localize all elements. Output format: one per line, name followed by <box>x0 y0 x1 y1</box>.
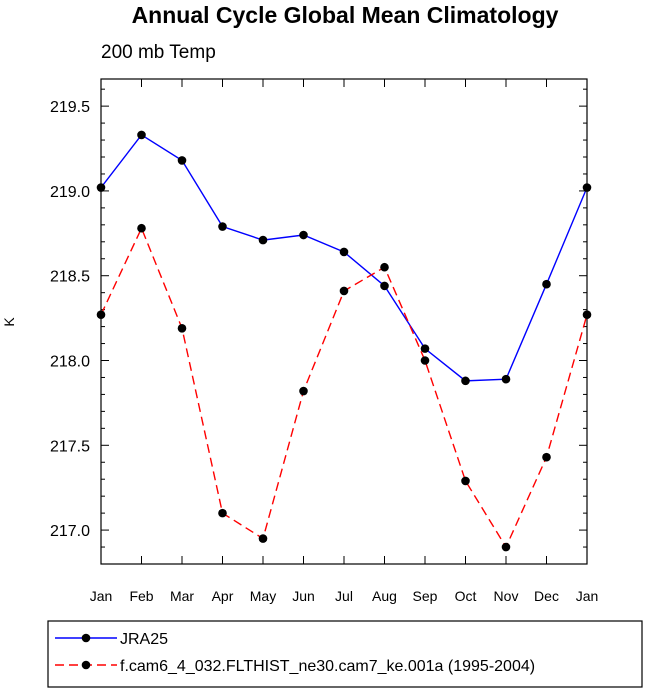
y-tick-label: 217.5 <box>50 438 90 455</box>
x-tick-label: Jul <box>335 588 353 604</box>
legend-marker <box>81 660 91 670</box>
x-tick-label: Apr <box>212 588 234 604</box>
x-tick-label: Oct <box>455 588 477 604</box>
data-point <box>177 156 187 165</box>
data-point <box>218 222 227 231</box>
x-tick-label: Nov <box>494 588 519 604</box>
legend-label: JRA25 <box>120 631 168 648</box>
x-tick-label: Jan <box>90 588 113 604</box>
series-layer <box>96 130 592 552</box>
chart-title: Annual Cycle Global Mean Climatology <box>131 2 559 28</box>
data-point <box>299 386 308 396</box>
data-point <box>218 508 227 518</box>
data-point <box>96 183 106 192</box>
x-tick-label: Mar <box>170 588 194 604</box>
data-point <box>177 323 187 333</box>
legend-box <box>47 620 643 688</box>
axis-ticks <box>100 79 588 565</box>
x-tick-label: Feb <box>129 588 153 604</box>
data-point <box>299 230 308 240</box>
y-tick-label: 219.0 <box>50 184 90 201</box>
data-point <box>582 310 592 320</box>
data-point <box>501 542 511 552</box>
x-tick-label: Dec <box>534 588 559 604</box>
data-point <box>258 235 268 245</box>
data-point <box>339 286 349 296</box>
series-line <box>100 226 588 549</box>
data-point <box>258 534 268 543</box>
series-line <box>100 134 588 382</box>
y-tick-labels: 219.5 219.0 218.5 218.0 217.5 217.0 <box>50 99 90 540</box>
x-tick-labels: Jan Feb Mar Apr May Jun Jul Aug Sep Oct Nov Dec Jan <box>90 588 599 604</box>
y-tick-label: 217.0 <box>50 523 90 540</box>
x-tick-label: Aug <box>372 588 397 604</box>
data-point <box>582 183 592 192</box>
data-point <box>420 344 430 353</box>
data-point <box>420 356 430 365</box>
data-point <box>137 223 146 233</box>
plot-frame <box>100 78 588 565</box>
legend-label: f.cam6_4_032.FLTHIST_ne30.cam7_ke.001a (… <box>120 658 535 675</box>
data-point <box>137 130 146 140</box>
y-axis-label: K <box>1 317 17 327</box>
data-point <box>96 310 106 320</box>
y-tick-label: 219.5 <box>50 99 90 116</box>
series-2 <box>96 223 592 552</box>
x-tick-label: Sep <box>413 588 438 604</box>
x-tick-label: Jun <box>292 588 315 604</box>
legend: JRA25 f.cam6_4_032.FLTHIST_ne30.cam7_ke.0… <box>55 631 535 675</box>
x-tick-label: Jan <box>576 588 599 604</box>
data-point <box>380 281 389 291</box>
chart-subtitle: 200 mb Temp <box>101 42 216 63</box>
y-tick-label: 218.5 <box>50 269 90 286</box>
x-tick-label: May <box>250 588 276 604</box>
y-tick-label: 218.0 <box>50 354 90 371</box>
data-point <box>542 279 551 289</box>
data-point <box>461 476 470 486</box>
series-1 <box>96 130 592 386</box>
data-point <box>461 376 470 386</box>
data-point <box>501 374 511 384</box>
data-point <box>380 262 389 272</box>
legend-marker <box>81 633 91 643</box>
data-point <box>339 247 349 257</box>
data-point <box>542 452 551 462</box>
